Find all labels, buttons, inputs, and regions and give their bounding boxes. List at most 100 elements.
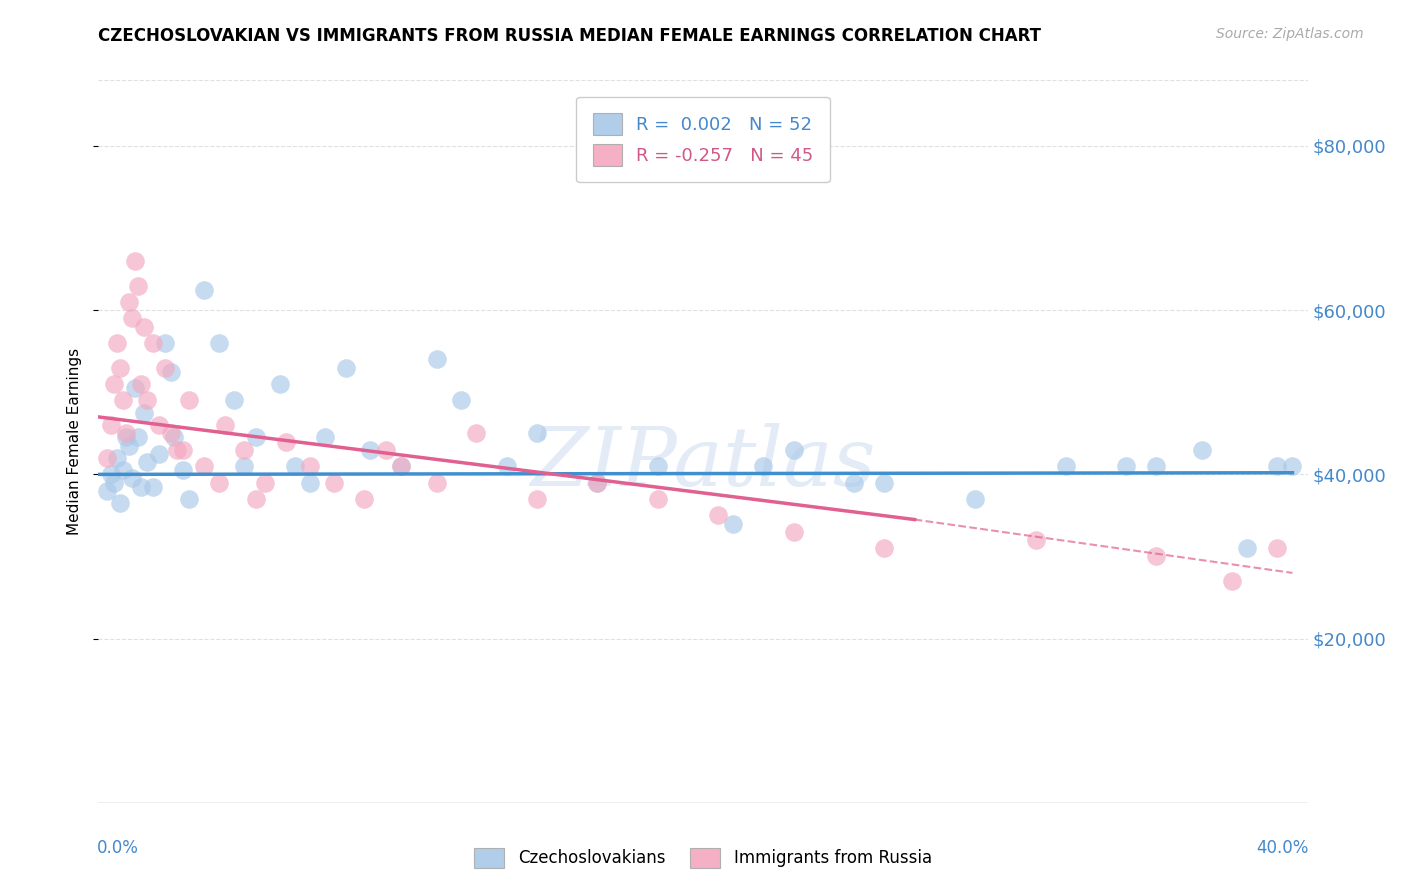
Point [114, 426, 136, 441]
Point [160, 365, 183, 379]
Point [783, 524, 806, 539]
Point [284, 459, 307, 474]
Point [127, 278, 149, 293]
Point [124, 381, 146, 395]
Point [135, 393, 157, 408]
Point [193, 283, 215, 297]
Point [253, 475, 276, 490]
Point [353, 491, 375, 506]
Point [172, 442, 194, 457]
Point [269, 377, 291, 392]
Point [389, 459, 412, 474]
Point [1054, 459, 1077, 474]
Point [323, 475, 346, 490]
Text: 40.0%: 40.0% [1257, 838, 1309, 857]
Point [124, 253, 146, 268]
Point [245, 491, 267, 506]
Point [111, 463, 134, 477]
Point [127, 430, 149, 444]
Text: ZIPatlas: ZIPatlas [530, 423, 876, 503]
Point [135, 455, 157, 469]
Point [1024, 533, 1046, 547]
Point [1267, 459, 1289, 474]
Point [179, 491, 201, 506]
Point [114, 430, 136, 444]
Point [193, 459, 215, 474]
Point [105, 336, 128, 351]
Point [1191, 442, 1213, 457]
Point [1115, 459, 1137, 474]
Point [129, 480, 152, 494]
Text: 0.0%: 0.0% [97, 838, 139, 857]
Point [118, 295, 141, 310]
Point [873, 541, 896, 556]
Legend: R =  0.002   N = 52, R = -0.257   N = 45: R = 0.002 N = 52, R = -0.257 N = 45 [576, 96, 830, 182]
Point [172, 463, 194, 477]
Y-axis label: Median Female Earnings: Median Female Earnings [67, 348, 83, 535]
Point [245, 430, 267, 444]
Point [100, 418, 122, 433]
Point [142, 336, 165, 351]
Point [335, 360, 357, 375]
Point [1236, 541, 1258, 556]
Point [844, 475, 866, 490]
Point [873, 475, 896, 490]
Point [214, 418, 236, 433]
Point [208, 336, 231, 351]
Point [723, 516, 745, 531]
Point [526, 491, 548, 506]
Point [103, 377, 125, 392]
Point [314, 430, 336, 444]
Point [465, 426, 488, 441]
Point [360, 442, 382, 457]
Point [153, 336, 176, 351]
Point [783, 442, 806, 457]
Point [100, 467, 122, 482]
Point [274, 434, 297, 449]
Text: Source: ZipAtlas.com: Source: ZipAtlas.com [1216, 27, 1364, 41]
Point [121, 471, 143, 485]
Point [1144, 459, 1167, 474]
Point [208, 475, 231, 490]
Point [1144, 549, 1167, 564]
Point [153, 360, 176, 375]
Point [707, 508, 730, 523]
Point [179, 393, 201, 408]
Point [426, 352, 449, 367]
Point [118, 439, 141, 453]
Point [647, 459, 669, 474]
Point [374, 442, 396, 457]
Point [224, 393, 246, 408]
Point [96, 450, 118, 465]
Point [160, 426, 183, 441]
Legend: Czechoslovakians, Immigrants from Russia: Czechoslovakians, Immigrants from Russia [468, 841, 938, 875]
Point [105, 450, 128, 465]
Point [121, 311, 143, 326]
Point [450, 393, 472, 408]
Point [96, 483, 118, 498]
Text: CZECHOSLOVAKIAN VS IMMIGRANTS FROM RUSSIA MEDIAN FEMALE EARNINGS CORRELATION CHA: CZECHOSLOVAKIAN VS IMMIGRANTS FROM RUSSI… [98, 27, 1042, 45]
Point [132, 319, 155, 334]
Point [1281, 459, 1303, 474]
Point [232, 459, 254, 474]
Point [586, 475, 609, 490]
Point [426, 475, 449, 490]
Point [389, 459, 412, 474]
Point [111, 393, 134, 408]
Point [103, 475, 125, 490]
Point [1220, 574, 1243, 588]
Point [1267, 541, 1289, 556]
Point [148, 418, 170, 433]
Point [495, 459, 517, 474]
Point [148, 447, 170, 461]
Point [163, 430, 186, 444]
Point [299, 475, 322, 490]
Point [752, 459, 775, 474]
Point [132, 406, 155, 420]
Point [965, 491, 987, 506]
Point [108, 496, 131, 510]
Point [526, 426, 548, 441]
Point [232, 442, 254, 457]
Point [142, 480, 165, 494]
Point [129, 377, 152, 392]
